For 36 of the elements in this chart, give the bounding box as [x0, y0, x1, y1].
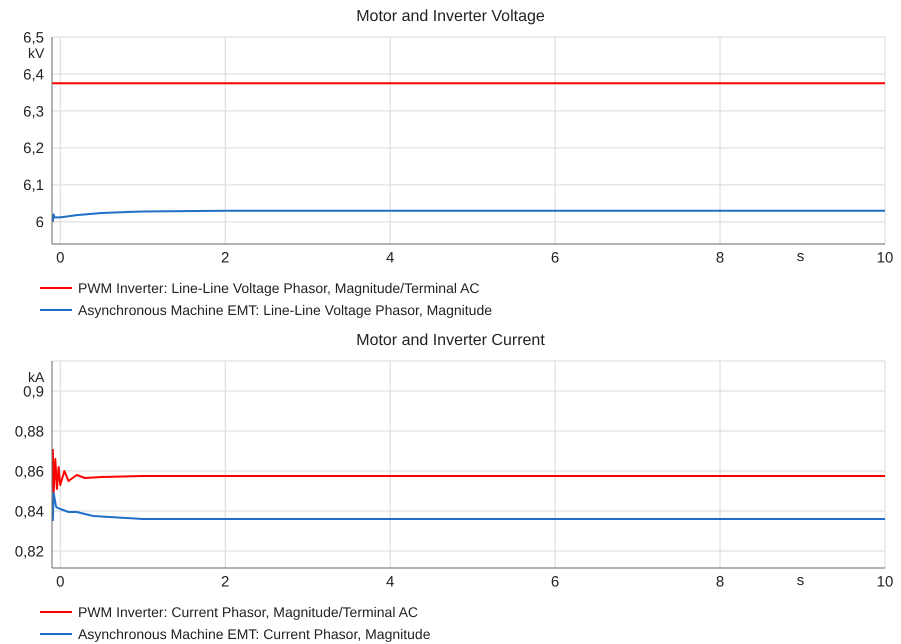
x-tick-label: 10	[876, 250, 894, 267]
x-tick-label: 4	[386, 250, 394, 267]
line-series	[52, 448, 885, 494]
legend-label: PWM Inverter: Line-Line Voltage Phasor, Magnitude/Terminal AC	[78, 280, 480, 296]
x-tick-label: 4	[386, 574, 394, 591]
x-tick-label: 2	[221, 250, 230, 267]
y-tick-label: 0,84	[14, 503, 44, 520]
x-tick-label: 2	[221, 574, 230, 591]
y-axis-title: kV	[28, 45, 44, 61]
y-tick-label: 0,9	[23, 383, 44, 400]
x-axis-title: s	[796, 572, 804, 589]
x-axis-title: s	[796, 248, 804, 265]
x-tick-label: 6	[550, 574, 560, 591]
chart-title: Motor and Inverter Voltage	[355, 8, 546, 26]
y-tick-label: 6,2	[23, 140, 44, 158]
legend-label: Asynchronous Machine EMT: Line-Line Voltage Phasor, Magnitude	[78, 302, 492, 318]
y-tick-label: 0,82	[14, 543, 44, 560]
legend-label: Asynchronous Machine EMT: Current Phasor, Magnitude	[78, 626, 431, 642]
line-series	[52, 210, 885, 223]
x-tick-label: 8	[716, 574, 724, 591]
x-tick-label: 10	[876, 574, 894, 591]
y-tick-label: 6,5	[23, 29, 44, 46]
x-tick-label: 0	[56, 250, 64, 267]
y-tick-label: 6	[36, 214, 44, 232]
y-tick-label: 6,4	[23, 66, 44, 84]
x-tick-label: 8	[716, 250, 724, 267]
legend-label: PWM Inverter: Current Phasor, Magnitude/Terminal AC	[78, 604, 418, 620]
line-series	[52, 492, 885, 522]
x-tick-label: 6	[550, 250, 560, 267]
y-tick-label: 6,1	[23, 177, 44, 194]
y-tick-label: 6,3	[23, 103, 44, 120]
y-tick-label: 0,86	[14, 463, 44, 480]
chart-title: Motor and Inverter Current	[355, 332, 546, 350]
y-tick-label: 0,88	[14, 423, 44, 440]
y-axis-title: kA	[28, 369, 44, 385]
x-tick-label: 0	[56, 574, 64, 591]
